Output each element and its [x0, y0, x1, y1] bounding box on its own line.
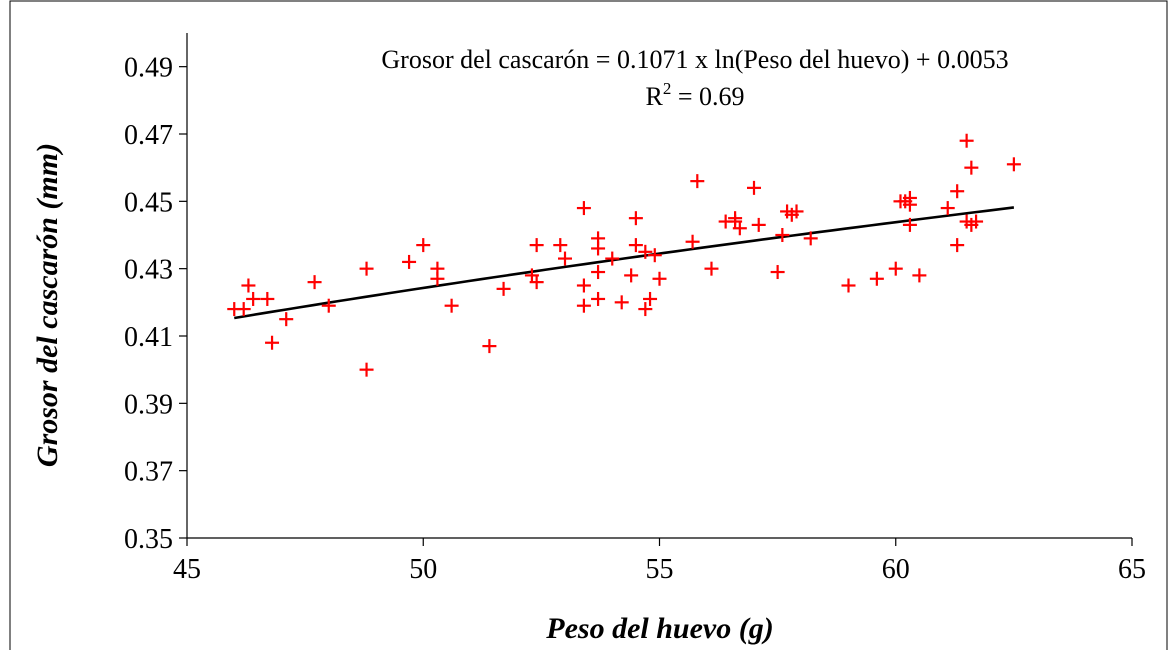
y-tick-label: 0.39: [124, 389, 173, 420]
data-point: [260, 291, 275, 306]
data-point: [902, 217, 917, 232]
data-point: [241, 278, 256, 293]
data-point: [902, 197, 917, 212]
data-point: [576, 298, 591, 313]
x-tick-label: 65: [1118, 554, 1146, 585]
data-point: [265, 335, 280, 350]
data-point: [359, 362, 374, 377]
y-tick-label: 0.37: [124, 457, 173, 488]
data-point: [940, 201, 955, 216]
data-point: [732, 221, 747, 236]
data-point: [444, 298, 459, 313]
data-point: [770, 265, 785, 280]
r-squared-superscript: 2: [663, 79, 672, 98]
data-point: [841, 278, 856, 293]
data-point: [307, 275, 322, 290]
chart-frame: [9, 0, 1168, 650]
data-point: [496, 281, 511, 296]
data-point: [553, 238, 568, 253]
points-layer: [227, 133, 1021, 377]
data-point: [279, 312, 294, 327]
data-point: [416, 238, 431, 253]
axes: 0.35 0.37 0.39 0.41 0.43 0.45 0.47 0.49 45 50 55 60…: [124, 33, 1146, 585]
data-point: [638, 302, 653, 317]
data-point: [359, 261, 374, 276]
data-point: [591, 291, 606, 306]
data-point: [628, 211, 643, 226]
data-point: [647, 248, 662, 263]
x-tick-label: 60: [882, 554, 910, 585]
y-tick-label: 0.47: [124, 120, 173, 151]
data-point: [803, 231, 818, 246]
data-point: [869, 271, 884, 286]
data-point: [747, 180, 761, 195]
data-point: [685, 234, 700, 249]
data-point: [529, 238, 544, 253]
data-point: [321, 298, 336, 313]
x-tick-label: 50: [409, 554, 437, 585]
data-point: [789, 204, 804, 219]
data-point: [888, 261, 903, 276]
x-tick-label: 45: [173, 554, 201, 585]
r-squared-value: = 0.69: [671, 82, 744, 111]
data-point: [591, 241, 606, 256]
data-point: [652, 271, 667, 286]
data-point: [246, 291, 261, 306]
trendline: [234, 206, 1015, 320]
data-point: [969, 214, 984, 229]
data-point: [638, 244, 653, 259]
data-point: [576, 278, 591, 293]
trendline-equation: Grosor del cascarón = 0.1071 x ln(Peso d…: [381, 45, 1008, 74]
y-tick-label: 0.43: [124, 255, 173, 286]
r-squared-label: R2 = 0.69: [645, 79, 744, 111]
data-point: [624, 268, 639, 283]
data-point: [912, 268, 927, 283]
data-point: [704, 261, 719, 276]
trendline-layer: [234, 206, 1015, 320]
r-squared-prefix: R: [645, 82, 663, 111]
data-point: [614, 295, 629, 310]
data-point: [950, 184, 965, 199]
data-point: [964, 160, 979, 175]
y-tick-label: 0.45: [124, 187, 173, 218]
data-point: [959, 133, 974, 148]
y-tick-label: 0.49: [124, 53, 173, 84]
y-tick-label: 0.41: [124, 322, 173, 353]
data-point: [576, 201, 591, 216]
data-point: [775, 228, 790, 242]
x-axis-title: Peso del huevo (g): [545, 612, 773, 645]
data-point: [1006, 157, 1021, 172]
data-point: [402, 254, 417, 269]
data-point: [643, 291, 658, 306]
data-point: [690, 174, 705, 189]
data-point: [950, 238, 965, 253]
y-axis-title: Grosor del cascarón (mm): [31, 143, 64, 467]
data-point: [236, 302, 251, 317]
data-point: [605, 251, 620, 266]
data-point: [529, 275, 544, 290]
x-tick-label: 55: [646, 554, 674, 585]
data-point: [751, 217, 766, 232]
data-point: [558, 251, 572, 266]
data-point: [591, 265, 606, 280]
y-tick-label: 0.35: [124, 524, 173, 555]
data-point: [628, 238, 643, 253]
data-point: [430, 271, 445, 286]
data-point: [482, 339, 497, 354]
